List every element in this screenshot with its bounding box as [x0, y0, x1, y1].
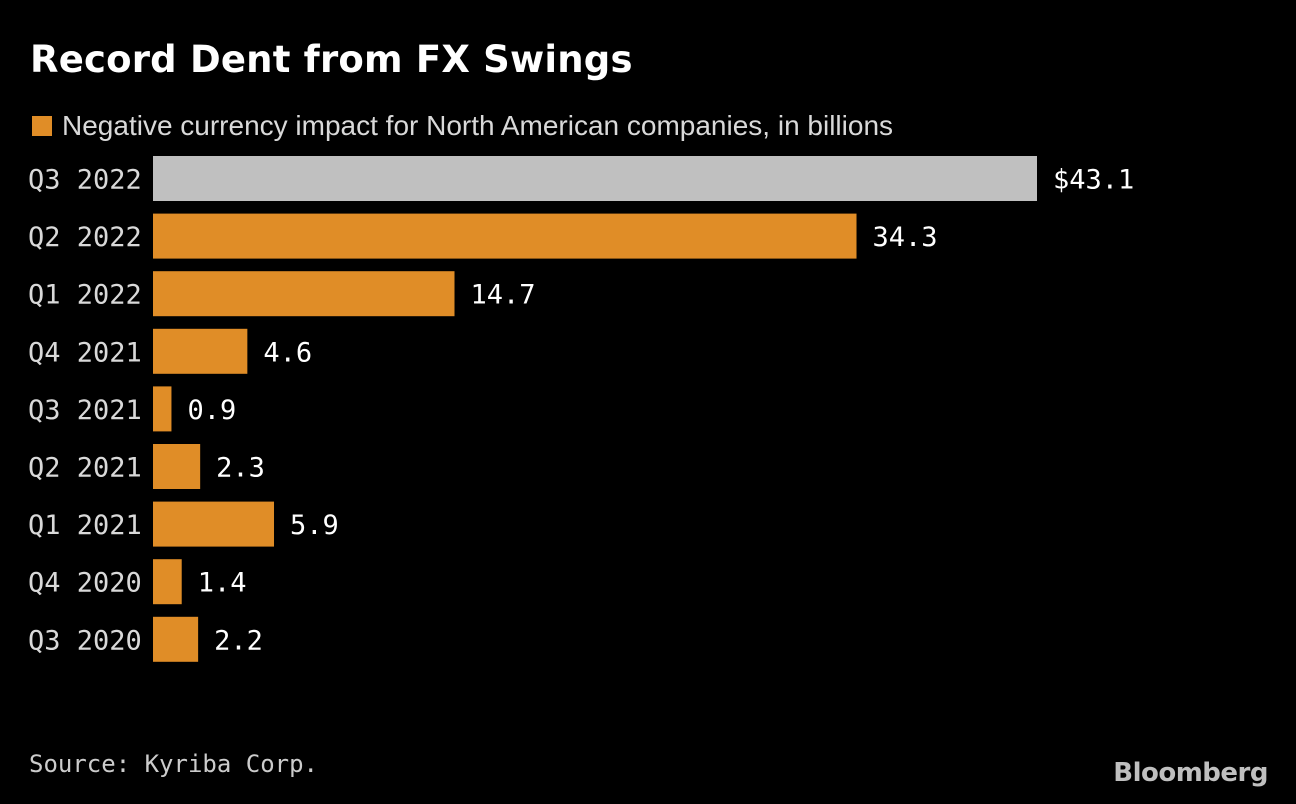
bar-q2-2021: [153, 444, 201, 489]
bar-q4-2021: [153, 328, 248, 374]
category-label-q1-2022: Q1 2022: [28, 280, 142, 311]
bar-chart: Q3 2022 $43.1 Q2 2022 34.3 Q1 2022 14.7 Q4 202…: [28, 156, 1134, 662]
category-label-q2-2021: Q2 2021: [28, 453, 142, 484]
bar-q1-2022: [153, 271, 455, 317]
bar-q1-2021: [153, 501, 275, 547]
value-label-q4-2020: 1.4: [198, 568, 247, 599]
category-label-q4-2021: Q4 2021: [28, 337, 142, 368]
category-label-q4-2020: Q4 2020: [28, 568, 142, 599]
value-label-q3-2021: 0.9: [187, 395, 236, 426]
category-label-q3-2022: Q3 2022: [28, 165, 142, 196]
value-label-q1-2021: 5.9: [290, 510, 339, 541]
bar-q3-2020: [153, 616, 199, 662]
bar-q4-2020: [153, 559, 182, 605]
value-label-q2-2021: 2.3: [216, 453, 265, 484]
legend: Negative currency impact for North Ameri…: [32, 108, 893, 144]
category-label-q2-2022: Q2 2022: [28, 222, 142, 253]
legend-swatch: [32, 116, 52, 136]
bar-q3-2022: [153, 156, 1037, 201]
brand-logo: Bloomberg: [1113, 758, 1268, 788]
value-label-q4-2021: 4.6: [263, 337, 312, 368]
category-label-q3-2020: Q3 2020: [28, 625, 142, 656]
bar-q2-2022: [153, 213, 857, 259]
value-label-q3-2020: 2.2: [214, 625, 263, 656]
value-label-q1-2022: 14.7: [471, 280, 536, 311]
bar-q3-2021: [153, 386, 172, 432]
category-label-q3-2021: Q3 2021: [28, 395, 142, 426]
value-label-q3-2022: $43.1: [1053, 165, 1134, 196]
source-note: Source: Kyriba Corp.: [29, 750, 318, 778]
chart-title: Record Dent from FX Swings: [30, 38, 633, 81]
value-label-q2-2022: 34.3: [873, 222, 938, 253]
category-label-q1-2021: Q1 2021: [28, 510, 142, 541]
legend-label: Negative currency impact for North Ameri…: [62, 110, 894, 141]
